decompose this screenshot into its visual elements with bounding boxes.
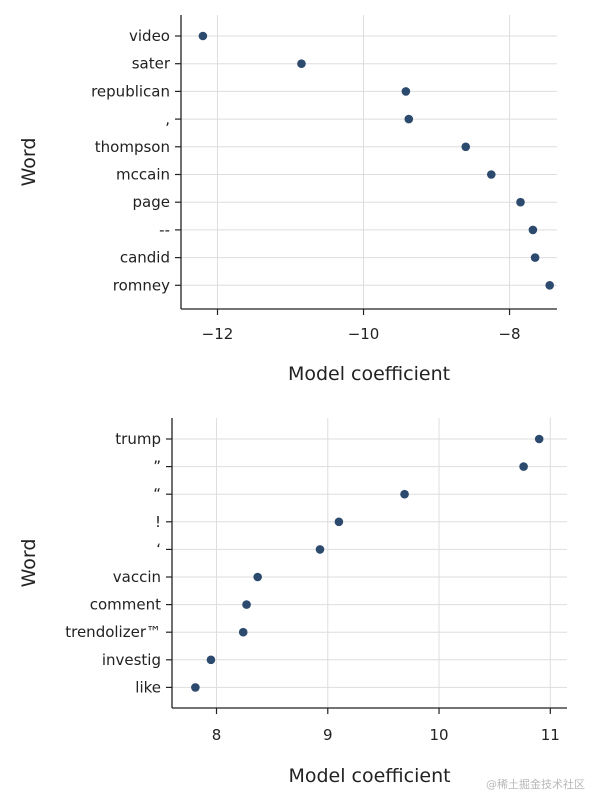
y-tick-label: comment xyxy=(90,596,161,614)
y-tick-label: like xyxy=(135,678,161,696)
data-point xyxy=(516,197,525,207)
y-tick-label: trendolizer™ xyxy=(65,623,161,641)
x-tick-label: 11 xyxy=(541,726,560,744)
data-point xyxy=(191,683,200,692)
data-point xyxy=(238,627,248,637)
data-point xyxy=(486,170,496,179)
data-point xyxy=(519,462,528,471)
x-tick-label: 10 xyxy=(429,726,448,744)
y-tick-label: video xyxy=(129,27,170,45)
y-tick-label: ‘ xyxy=(156,540,161,558)
y-tick-label: romney xyxy=(113,276,170,294)
data-point xyxy=(334,517,344,527)
x-tick-label: −10 xyxy=(348,325,380,343)
y-tick-label: vaccin xyxy=(113,568,161,586)
y-tick-label: republican xyxy=(91,82,170,100)
data-point xyxy=(242,600,251,609)
y-tick-label: -- xyxy=(159,221,170,239)
y-tick-label: , xyxy=(165,110,170,128)
y-tick-label: “ xyxy=(153,485,161,503)
data-point xyxy=(297,59,306,68)
data-point xyxy=(404,114,414,124)
data-point xyxy=(534,434,544,444)
y-tick-label: page xyxy=(133,193,170,211)
x-axis-title: Model coefficient xyxy=(288,363,450,385)
data-point xyxy=(400,489,409,499)
positive-coefficients-panel: 8 9 10 11 trump ” “! ‘ vaccin comment trendolizer™… xyxy=(18,418,567,787)
data-point xyxy=(198,31,208,41)
y-tick-label: ! xyxy=(155,513,161,531)
x-tick-label: 8 xyxy=(212,726,222,744)
watermark-text: @稀土掘金技术社区 xyxy=(486,778,585,791)
y-tick-label: ” xyxy=(153,458,161,476)
data-point xyxy=(461,142,471,152)
negative-coefficients-panel: −12 −10 −8 video sater republican, thompson mcc… xyxy=(18,15,557,385)
data-point xyxy=(253,572,262,582)
data-point xyxy=(530,253,540,262)
data-point xyxy=(206,655,216,665)
x-tick-label: −12 xyxy=(202,325,234,343)
y-tick-label: mccain xyxy=(116,166,170,184)
y-axis-title: Word xyxy=(18,539,40,588)
data-point xyxy=(528,225,538,235)
y-axis-title: Word xyxy=(18,138,40,187)
x-tick-label: −8 xyxy=(498,325,520,343)
x-tick-label: 9 xyxy=(323,726,333,744)
data-point xyxy=(545,281,554,290)
y-tick-label: thompson xyxy=(95,138,170,156)
data-point xyxy=(401,87,411,96)
y-tick-label: trump xyxy=(115,430,161,448)
y-tick-label: candid xyxy=(120,249,170,267)
x-axis-title: Model coefficient xyxy=(288,765,450,787)
y-tick-label: investig xyxy=(102,651,161,669)
y-tick-label: sater xyxy=(132,55,171,73)
data-point xyxy=(315,545,325,554)
